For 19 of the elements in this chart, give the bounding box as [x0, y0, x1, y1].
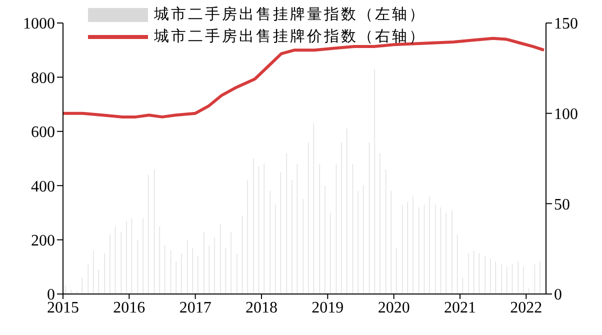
- legend-label: 城市二手房出售挂牌价指数（右轴）: [154, 27, 426, 47]
- legend-label: 城市二手房出售挂牌量指数（左轴）: [154, 5, 426, 25]
- y2-tick-label: 0: [554, 286, 562, 304]
- x-tick-label: 2022: [510, 299, 542, 316]
- y2-tick-label: 150: [554, 16, 578, 33]
- y2-tick-label: 100: [554, 106, 578, 124]
- y-tick-label: 800: [31, 70, 55, 87]
- x-tick-label: 2018: [245, 299, 278, 316]
- x-tick-label: 2019: [312, 299, 344, 316]
- x-tick-label: 2020: [378, 299, 410, 316]
- y-tick-label: 600: [31, 124, 55, 142]
- x-tick-label: 2017: [179, 299, 212, 316]
- y-tick-label: 400: [31, 178, 55, 196]
- y2-tick-label: 50: [554, 196, 570, 214]
- y-tick-label: 200: [31, 232, 55, 250]
- x-tick-label: 2021: [444, 299, 476, 316]
- x-tick-label: 2016: [113, 299, 146, 316]
- y-tick-label: 1000: [23, 16, 55, 33]
- x-tick-label: 2015: [47, 299, 79, 316]
